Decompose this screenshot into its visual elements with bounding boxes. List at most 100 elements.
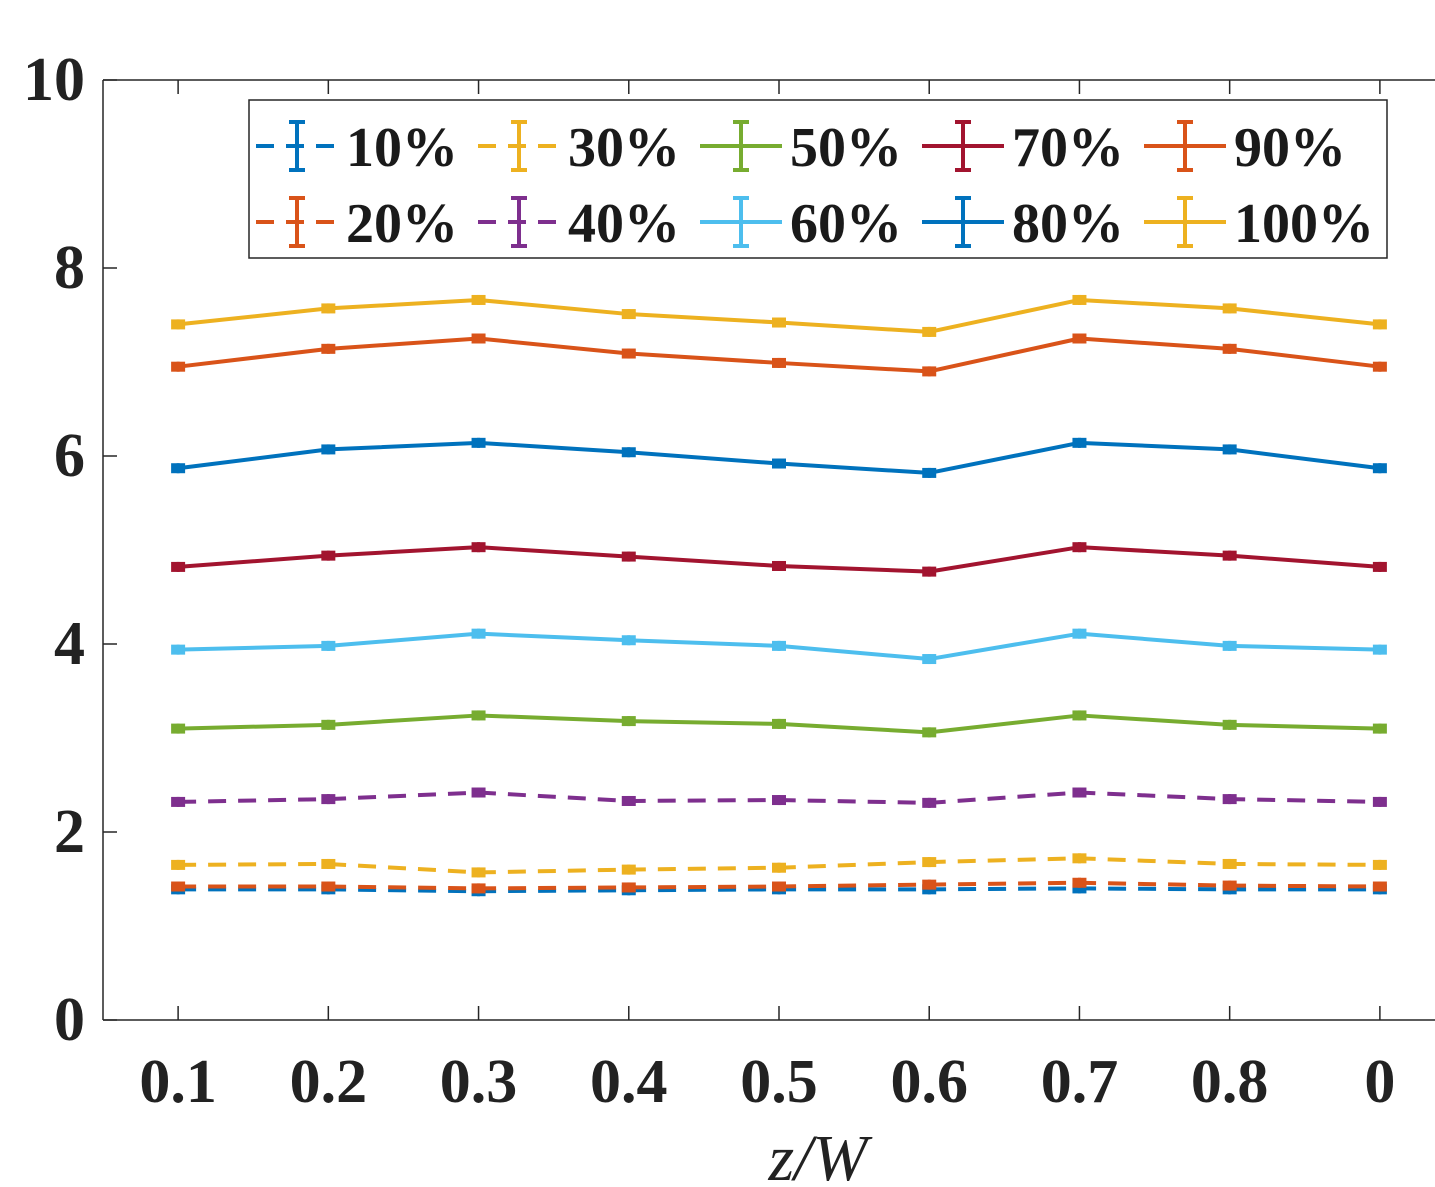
data-point bbox=[471, 867, 486, 878]
data-point bbox=[471, 883, 486, 894]
series-30-pct bbox=[171, 853, 1387, 878]
data-point bbox=[471, 710, 486, 721]
data-point bbox=[621, 551, 636, 562]
y-tick-label: 8 bbox=[54, 234, 85, 302]
series-90-pct bbox=[171, 333, 1387, 377]
data-point bbox=[1072, 787, 1087, 798]
data-point bbox=[922, 566, 937, 577]
data-point bbox=[772, 718, 786, 729]
x-tick-label: 0.1 bbox=[139, 1048, 217, 1116]
legend-item-90-pct: 90% bbox=[1144, 117, 1346, 179]
legend-label: 80% bbox=[1012, 193, 1124, 255]
data-point bbox=[1222, 640, 1237, 651]
legend-label: 30% bbox=[568, 117, 680, 179]
data-point bbox=[171, 859, 186, 870]
legend-item-10-pct: 10% bbox=[256, 117, 458, 179]
series-20-pct bbox=[171, 877, 1387, 894]
data-point bbox=[772, 458, 786, 469]
data-point bbox=[171, 319, 186, 330]
x-tick-label: 0.8 bbox=[1191, 1048, 1269, 1116]
data-point bbox=[621, 447, 636, 458]
data-point bbox=[1072, 883, 1087, 894]
legend-label: 60% bbox=[790, 193, 902, 255]
series-80-pct bbox=[171, 437, 1387, 478]
data-point bbox=[1372, 319, 1387, 330]
data-point bbox=[471, 333, 486, 344]
x-axis-label: z/W bbox=[768, 1122, 873, 1187]
data-point bbox=[1072, 877, 1087, 888]
data-point bbox=[1072, 333, 1087, 344]
series-40-pct bbox=[171, 787, 1387, 808]
legend-item-70-pct: 70% bbox=[922, 117, 1124, 179]
data-point bbox=[621, 864, 636, 875]
x-tick-label: 0.6 bbox=[890, 1048, 968, 1116]
data-point bbox=[922, 326, 937, 337]
x-tick-label: 0.3 bbox=[440, 1048, 518, 1116]
series-group bbox=[171, 294, 1387, 897]
data-point bbox=[922, 366, 937, 377]
data-point bbox=[171, 644, 186, 655]
data-point bbox=[621, 348, 636, 359]
data-point bbox=[772, 317, 786, 328]
data-point bbox=[772, 357, 786, 368]
legend-item-100-pct: 100% bbox=[1144, 193, 1374, 255]
data-point bbox=[171, 561, 186, 572]
data-point bbox=[1072, 294, 1087, 305]
data-point bbox=[471, 542, 486, 553]
data-point bbox=[471, 628, 486, 639]
data-point bbox=[772, 795, 786, 806]
data-point bbox=[1222, 719, 1237, 730]
data-point bbox=[772, 560, 786, 571]
data-point bbox=[321, 640, 336, 651]
data-point bbox=[321, 550, 336, 561]
y-tick-label: 2 bbox=[54, 798, 85, 866]
data-point bbox=[1372, 859, 1387, 870]
data-point bbox=[1072, 542, 1087, 553]
x-tick-label: 0.4 bbox=[590, 1048, 668, 1116]
x-tick-label: 0.5 bbox=[740, 1048, 818, 1116]
data-point bbox=[471, 294, 486, 305]
data-point bbox=[1372, 881, 1387, 892]
series-70-pct bbox=[171, 542, 1387, 577]
data-point bbox=[321, 444, 336, 455]
data-point bbox=[171, 796, 186, 807]
data-point bbox=[922, 467, 937, 478]
data-point bbox=[1372, 561, 1387, 572]
legend: 10% 20% 30% 40% 50% 60% 70% 80% 90% 100% bbox=[248, 99, 1388, 259]
data-point bbox=[1072, 853, 1087, 864]
axes: 0 2 4 6 8 10 0.1 0.2 0.3 0.4 0.5 0.6 0.7 0.8 0 bbox=[23, 46, 1435, 1116]
x-tick-label: 0 bbox=[1364, 1048, 1395, 1116]
x-tick-label: 0.2 bbox=[290, 1048, 368, 1116]
data-point bbox=[1222, 858, 1237, 869]
series-50-pct bbox=[171, 710, 1387, 738]
data-point bbox=[621, 795, 636, 806]
legend-item-20-pct: 20% bbox=[256, 193, 458, 255]
legend-label: 10% bbox=[346, 117, 458, 179]
data-point bbox=[1372, 361, 1387, 372]
legend-item-50-pct: 50% bbox=[700, 117, 902, 179]
legend-label: 40% bbox=[568, 193, 680, 255]
data-point bbox=[1372, 796, 1387, 807]
data-point bbox=[471, 787, 486, 798]
legend-label: 100% bbox=[1234, 193, 1374, 255]
data-point bbox=[772, 862, 786, 873]
data-point bbox=[471, 437, 486, 448]
legend-item-60-pct: 60% bbox=[700, 193, 902, 255]
y-tick-label: 6 bbox=[54, 422, 85, 490]
data-point bbox=[321, 303, 336, 314]
legend-item-30-pct: 30% bbox=[478, 117, 680, 179]
y-tick-label: 0 bbox=[54, 986, 85, 1054]
data-point bbox=[1372, 644, 1387, 655]
data-point bbox=[1072, 437, 1087, 448]
data-point bbox=[1222, 880, 1237, 891]
x-tick-label: 0.7 bbox=[1041, 1048, 1119, 1116]
y-tick-label: 4 bbox=[54, 610, 85, 678]
data-point bbox=[1222, 794, 1237, 805]
legend-label: 70% bbox=[1012, 117, 1124, 179]
data-point bbox=[321, 343, 336, 354]
data-point bbox=[321, 719, 336, 730]
data-point bbox=[1222, 303, 1237, 314]
data-point bbox=[922, 879, 937, 890]
data-point bbox=[621, 309, 636, 320]
